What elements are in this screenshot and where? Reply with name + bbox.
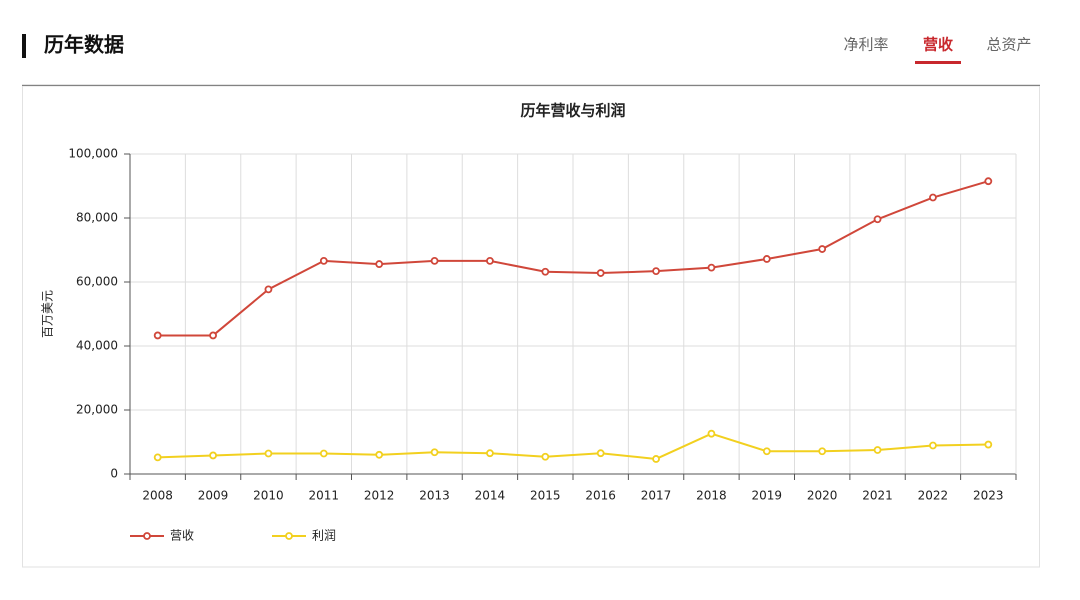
x-tick-label: 2014 xyxy=(475,489,506,503)
point xyxy=(375,260,384,268)
point xyxy=(430,448,439,457)
tab[interactable]: 净利率 xyxy=(843,36,888,54)
point xyxy=(596,269,605,277)
x-tick-label: 2018 xyxy=(696,489,727,503)
point xyxy=(264,449,273,458)
title-bar xyxy=(22,34,26,58)
point xyxy=(984,177,993,186)
point xyxy=(984,440,993,449)
point xyxy=(818,245,827,253)
x-tick-label: 2008 xyxy=(142,489,173,503)
point xyxy=(873,215,882,224)
y-tick-label: 20,000 xyxy=(76,403,118,417)
legend-label: 营收 xyxy=(170,529,194,543)
point xyxy=(652,267,660,276)
tab[interactable]: 营收 xyxy=(923,36,953,54)
x-tick-label: 2022 xyxy=(918,489,949,503)
point xyxy=(707,429,716,438)
y-tick-label: 0 xyxy=(110,467,118,481)
point xyxy=(541,267,550,276)
x-tick-label: 2016 xyxy=(585,489,616,503)
x-tick-label: 2020 xyxy=(807,489,838,503)
tab-underline xyxy=(915,61,961,64)
point xyxy=(153,331,162,340)
point xyxy=(153,453,162,462)
x-tick-label: 2010 xyxy=(253,489,284,503)
point xyxy=(486,449,494,458)
point xyxy=(430,256,439,265)
y-tick-label: 60,000 xyxy=(76,275,118,289)
point xyxy=(929,193,937,202)
point xyxy=(264,285,273,294)
point xyxy=(596,449,605,458)
point xyxy=(762,447,771,456)
x-tick-label: 2017 xyxy=(641,489,672,503)
x-tick-label: 2013 xyxy=(419,489,450,503)
point xyxy=(319,449,328,458)
point xyxy=(209,331,217,340)
x-tick-label: 2009 xyxy=(198,489,229,503)
legend-label: 利润 xyxy=(312,529,336,543)
chart-title: 历年营收与利润 xyxy=(520,102,625,120)
point xyxy=(541,452,550,461)
x-tick-label: 2012 xyxy=(364,489,395,503)
legend-point xyxy=(143,532,151,540)
point xyxy=(486,256,494,265)
y-tick-label: 40,000 xyxy=(76,339,118,353)
legend-point xyxy=(285,532,293,540)
point xyxy=(707,263,716,272)
point xyxy=(375,450,384,459)
series-line xyxy=(157,180,989,337)
point xyxy=(818,447,827,456)
point xyxy=(319,256,328,265)
x-tick-label: 2023 xyxy=(973,489,1004,503)
point xyxy=(929,441,937,450)
x-tick-label: 2015 xyxy=(530,489,561,503)
point xyxy=(209,451,217,460)
y-tick-label: 80,000 xyxy=(76,211,118,225)
x-tick-label: 2019 xyxy=(752,489,783,503)
x-tick-label: 2021 xyxy=(862,489,893,503)
x-tick-label: 2011 xyxy=(309,489,340,503)
tab[interactable]: 总资产 xyxy=(986,36,1031,54)
y-axis-label: 百万美元 xyxy=(41,290,55,338)
y-tick-label: 100,000 xyxy=(68,147,118,161)
series-line xyxy=(157,432,989,460)
point xyxy=(652,455,660,463)
header-title: 历年数据 xyxy=(44,33,124,57)
point xyxy=(873,446,882,454)
point xyxy=(762,255,771,263)
chart-frame xyxy=(22,85,1040,568)
